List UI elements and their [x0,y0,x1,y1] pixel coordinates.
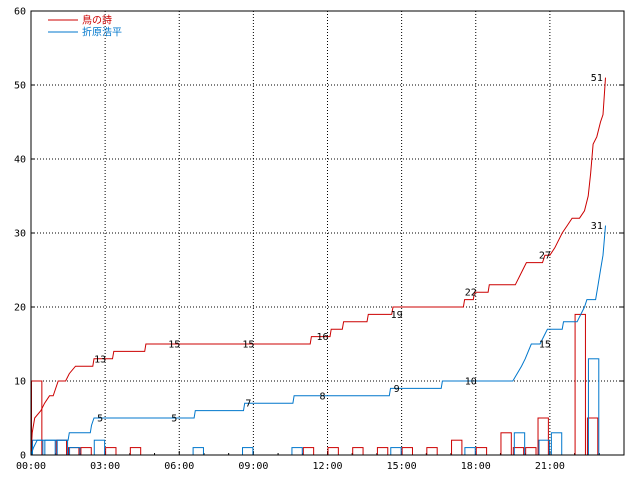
data-label: 22 [465,288,477,299]
plot-frame [30,10,625,456]
activity-bar [55,439,68,456]
activity-bar [550,432,563,456]
activity-bar [586,417,599,456]
activity-bar [44,439,56,456]
bars [31,313,600,456]
series-line [30,77,606,456]
activity-bar [192,447,204,456]
activity-bar [475,447,488,456]
data-label: 27 [539,251,551,262]
data-label: 15 [168,340,180,351]
data-label: 7 [245,399,251,410]
x-tick-label: 18:00 [461,461,491,472]
activity-bar [464,447,476,456]
activity-bar [525,447,537,456]
data-labels: 13 15 15 16 19 22 27 51 5 5 7 8 9 10 15 31 [94,73,603,424]
activity-bar [80,447,92,456]
y-tick-label: 30 [14,229,26,240]
data-label: 10 [465,377,477,388]
activity-bar [68,447,80,456]
activity-bar [327,447,339,456]
x-tick-label: 03:00 [90,461,120,472]
data-label: 5 [97,414,103,425]
series-lines [30,77,606,456]
activity-bar [512,447,525,456]
x-tick-label: 15:00 [387,461,417,472]
activity-bar [376,447,389,456]
activity-bar [93,439,106,456]
x-tick-label: 00:00 [16,461,46,472]
activity-bar [31,380,43,456]
data-label: 16 [317,332,329,343]
activity-bar [574,313,586,456]
activity-bar [401,447,413,456]
x-tick-label: 06:00 [164,461,194,472]
x-tick-label: 12:00 [312,461,342,472]
data-label: 15 [242,340,254,351]
activity-bar [500,432,512,456]
activity-bar [537,417,549,456]
activity-bar [69,447,81,456]
activity-bar [242,447,254,456]
y-tick-label: 60 [14,7,26,18]
data-label: 5 [171,414,177,425]
legend-label: 鳥の詩 [82,14,112,27]
activity-bar [302,447,315,456]
x-tick-label: 09:00 [238,461,268,472]
activity-bar [129,447,142,456]
activity-bar [426,447,438,456]
data-label: 9 [394,384,400,395]
data-label: 51 [591,73,603,84]
data-label: 31 [591,221,603,232]
activity-bar [538,439,550,456]
y-tick-label: 40 [14,155,26,166]
data-label: 13 [94,354,106,365]
series-line [30,225,606,456]
legend-label: 折原浩平 [82,26,122,39]
activity-bar [105,447,117,456]
data-label: 19 [391,310,403,321]
tick-labels: 0 10 20 30 40 50 60 00:00 03:00 06:00 09:00 12:00 15… [14,7,565,473]
data-label: 8 [320,391,326,402]
x-tick-label: 21:00 [535,461,565,472]
data-label: 15 [539,340,551,351]
activity-bar [513,432,526,456]
activity-bar [451,439,463,456]
grid [30,10,624,456]
y-tick-label: 20 [14,303,26,314]
activity-bar [291,447,303,456]
y-tick-label: 0 [20,451,26,462]
activity-bar [352,447,364,456]
activity-bar [390,447,402,456]
y-tick-label: 10 [14,377,26,388]
activity-bar [587,358,600,456]
activity-bar [56,439,69,456]
y-tick-label: 50 [14,81,26,92]
